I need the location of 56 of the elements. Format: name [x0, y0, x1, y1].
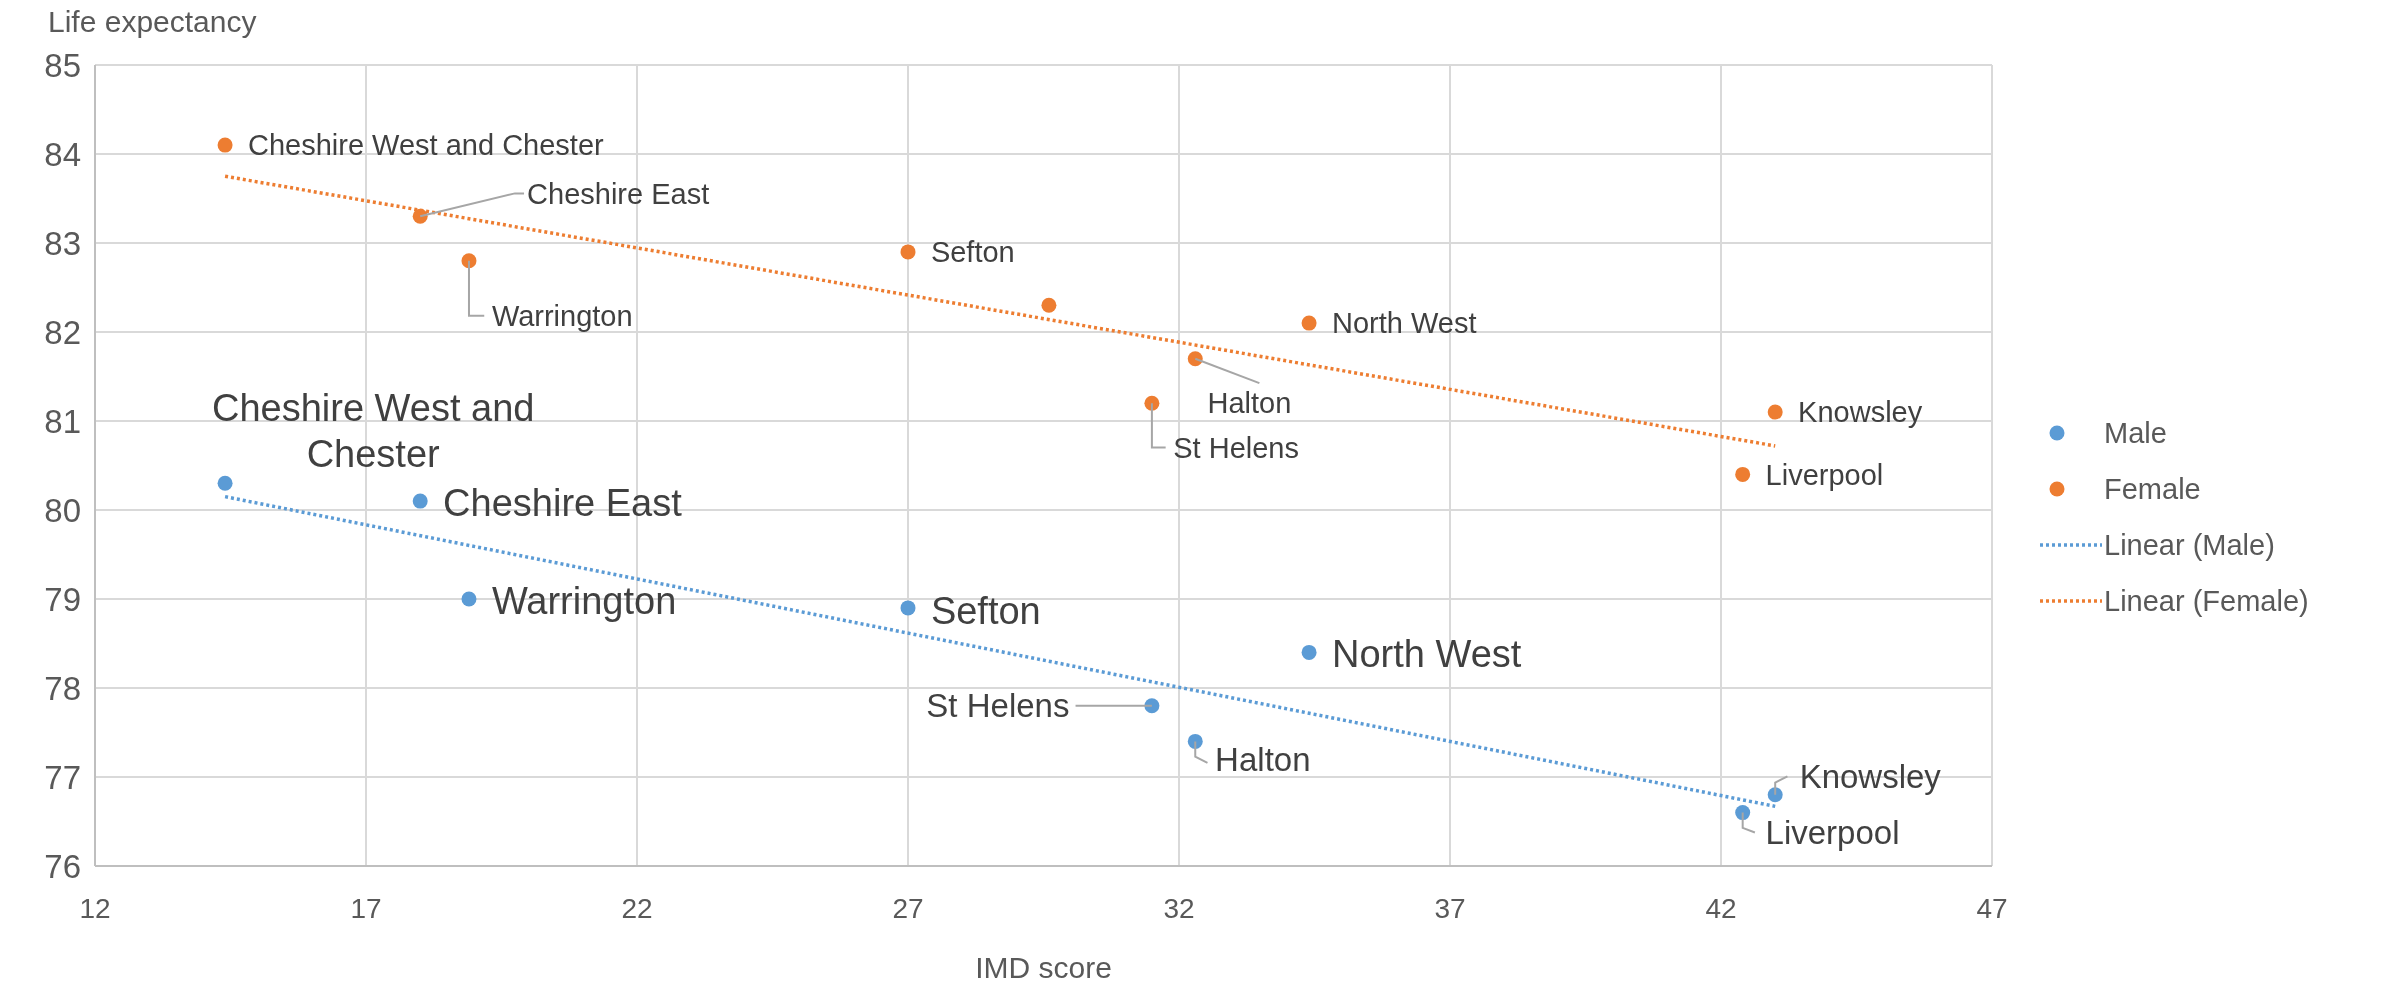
point [1735, 805, 1751, 821]
x-tick-label: 17 [350, 893, 382, 924]
y-tick-label: 78 [44, 669, 81, 707]
legend-label: Male [2104, 417, 2167, 450]
y-tick-label: 80 [44, 491, 81, 529]
annotation: Cheshire West and Chester [247, 129, 605, 162]
x-axis-title: IMD score [975, 951, 1112, 984]
x-tick-label: 47 [1976, 893, 2008, 924]
y-tick-label: 81 [44, 402, 81, 440]
annotation: Halton [1215, 741, 1311, 779]
y-tick-label: 83 [44, 224, 81, 262]
y-tick-label: 82 [44, 313, 81, 351]
y-tick-label: 77 [44, 758, 81, 796]
point [1735, 466, 1751, 482]
point [900, 600, 916, 616]
annotation: North West [1331, 307, 1477, 340]
annotation: North West [1331, 633, 1522, 676]
annotation: Cheshire East [443, 481, 683, 524]
annotation: Halton [1207, 387, 1292, 420]
point [217, 475, 233, 491]
x-tick-label: 37 [1434, 893, 1466, 924]
x-tick-label: 22 [621, 893, 653, 924]
point [1301, 315, 1317, 331]
annotation: St Helens [1173, 431, 1300, 464]
point [461, 591, 477, 607]
annotation: St Helens [926, 687, 1070, 725]
x-tick-label: 27 [892, 893, 924, 924]
annotation: Cheshire West and Chester [211, 387, 535, 475]
annotation: Liverpool [1765, 814, 1900, 851]
point [1187, 733, 1203, 749]
x-tick-label: 42 [1705, 893, 1737, 924]
point [217, 137, 233, 153]
annotation: Sefton [930, 590, 1041, 633]
annotation: Cheshire East [527, 177, 710, 210]
point [1041, 297, 1057, 313]
annotation: Liverpool [1765, 458, 1884, 491]
y-tick-label: 85 [44, 46, 81, 84]
point [900, 244, 916, 260]
y-tick-label: 84 [44, 135, 81, 173]
annotation: Sefton [930, 236, 1015, 269]
y-axis-title: Life expectancy [48, 5, 257, 38]
point [1767, 404, 1783, 420]
legend-label: Female [2104, 473, 2201, 506]
point [1301, 644, 1317, 660]
point [412, 493, 428, 509]
y-tick-label: 79 [44, 580, 81, 618]
legend-label: Linear (Male) [2104, 529, 2275, 562]
legend-label: Linear (Female) [2104, 585, 2309, 618]
annotation: Warrington [491, 299, 633, 332]
annotation: Knowsley [1798, 396, 1923, 429]
point [1187, 351, 1203, 367]
annotation: Knowsley [1799, 758, 1942, 796]
x-tick-label: 12 [79, 893, 111, 924]
y-tick-label: 76 [44, 847, 81, 885]
x-tick-label: 32 [1163, 893, 1195, 924]
annotation: Warrington [491, 579, 677, 622]
